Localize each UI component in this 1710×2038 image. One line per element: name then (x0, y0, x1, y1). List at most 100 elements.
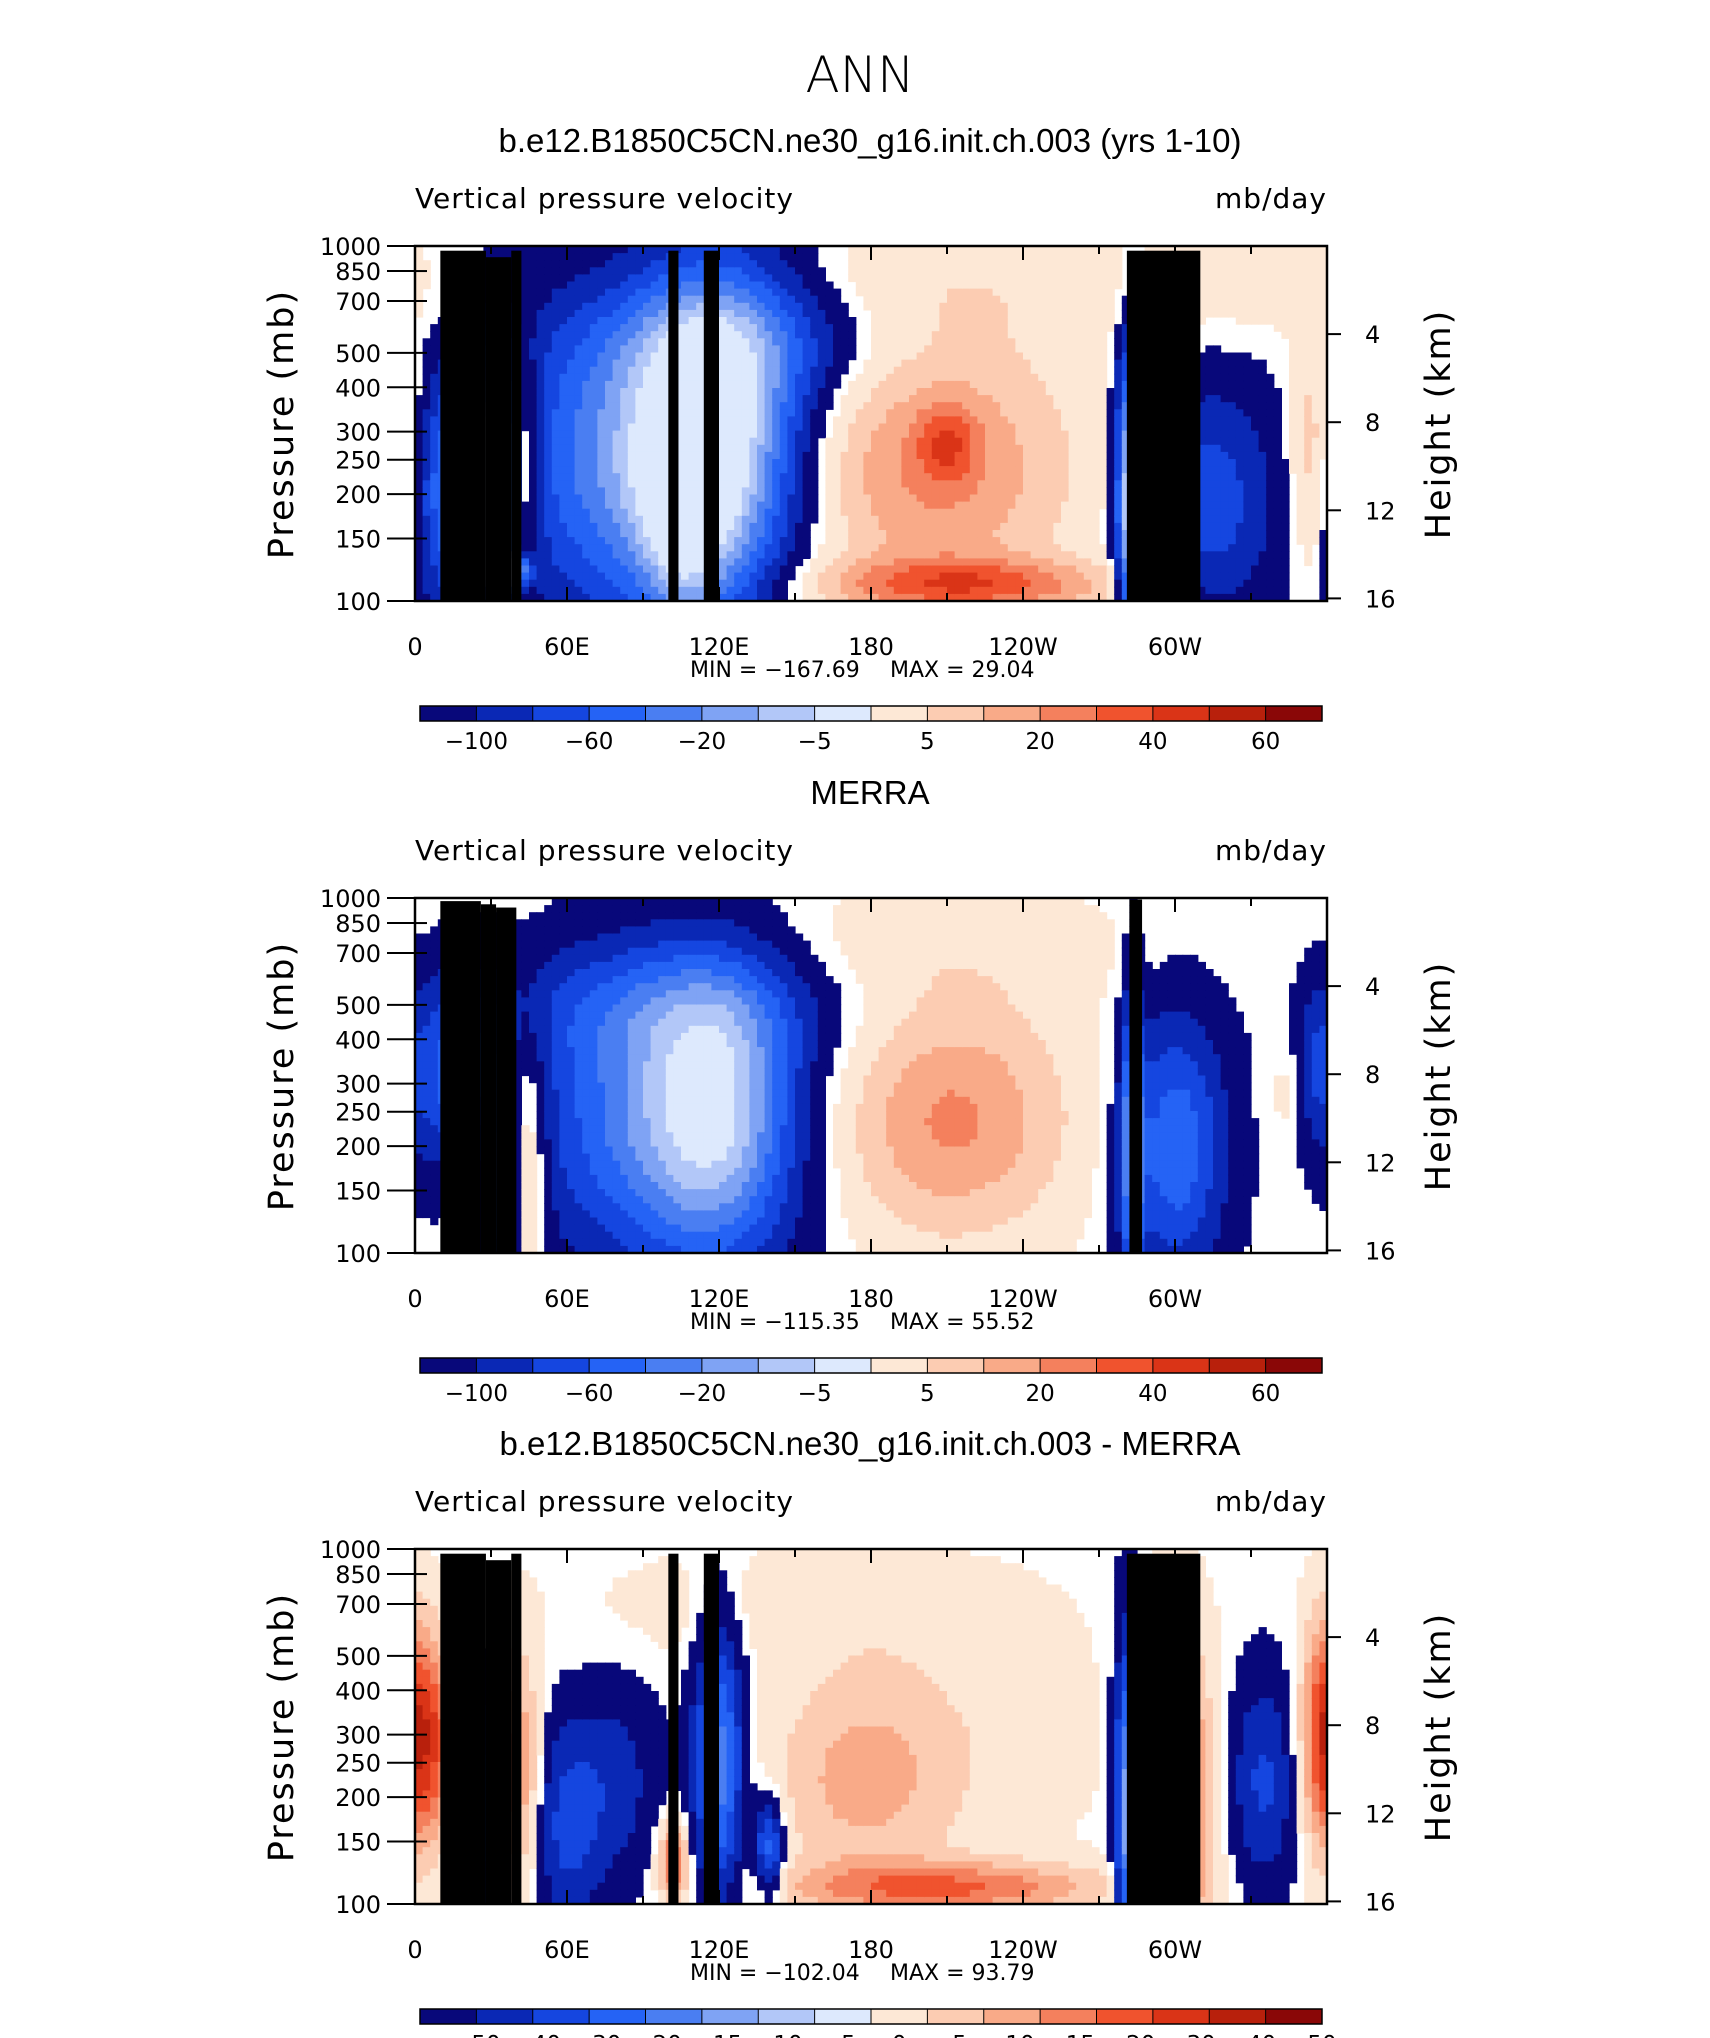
field-cell (977, 572, 986, 581)
field-cell (764, 274, 773, 283)
field-cell (1121, 395, 1130, 403)
field-cell (1121, 586, 1130, 595)
field-cell (893, 366, 902, 375)
field-cell (688, 345, 697, 354)
field-cell (863, 373, 872, 382)
field-cell (878, 302, 887, 311)
field-cell (422, 409, 431, 417)
field-cell (536, 423, 545, 432)
field-cell (688, 579, 697, 588)
field-cell (1099, 331, 1108, 339)
field-cell (529, 473, 538, 481)
field-cell (643, 359, 652, 368)
field-cell (977, 423, 986, 432)
field-cell (1000, 395, 1009, 403)
field-cell (848, 451, 857, 460)
field-cell (1099, 260, 1108, 268)
field-cell (559, 522, 568, 531)
field-cell (1083, 565, 1092, 574)
field-cell (544, 551, 553, 559)
field-cell (871, 309, 880, 318)
field-cell (643, 530, 652, 538)
field-cell (589, 345, 598, 354)
field-cell (1015, 593, 1024, 602)
field-cell (627, 565, 636, 574)
field-cell (969, 281, 978, 290)
field-cell (757, 416, 766, 425)
field-cell (559, 572, 568, 581)
field-cell (1023, 338, 1032, 346)
field-cell (681, 402, 690, 410)
field-cell (802, 373, 811, 382)
field-cell (863, 451, 872, 460)
field-cell (909, 423, 918, 432)
field-cell (779, 444, 788, 453)
field-cell (567, 295, 576, 304)
field-cell (627, 593, 636, 602)
field-cell (529, 593, 538, 602)
field-cell (529, 586, 538, 595)
field-cell (1068, 260, 1077, 268)
field-cell (985, 508, 994, 517)
field-cell (605, 373, 614, 382)
field-cell (962, 544, 971, 552)
field-cell (810, 494, 819, 503)
field-cell (635, 309, 644, 318)
field-cell (787, 302, 796, 311)
field-cell (1205, 402, 1214, 410)
field-cell (1091, 515, 1100, 524)
field-cell (650, 409, 659, 417)
field-cell (719, 494, 728, 503)
field-cell (939, 388, 948, 396)
field-cell (886, 395, 895, 403)
field-cell (620, 430, 629, 439)
field-cell (551, 515, 560, 524)
field-cell (825, 572, 834, 581)
field-cell (795, 437, 804, 446)
field-cell (1114, 558, 1123, 567)
field-cell (627, 558, 636, 567)
field-cell (567, 324, 576, 332)
field-cell (544, 395, 553, 403)
field-cell (635, 260, 644, 268)
field-cell (574, 416, 583, 425)
field-cell (1099, 388, 1108, 396)
field-cell (757, 267, 766, 275)
field-cell (833, 416, 842, 425)
field-cell (1121, 459, 1130, 467)
field-cell (741, 593, 750, 602)
field-cell (1205, 430, 1214, 439)
field-cell (643, 501, 652, 510)
field-cell (597, 537, 606, 545)
field-cell (627, 544, 636, 552)
field-cell (1023, 317, 1032, 325)
field-cell (1045, 373, 1054, 382)
field-cell (1121, 544, 1130, 552)
field-cell (612, 416, 621, 425)
field-cell (1121, 317, 1130, 325)
field-cell (840, 437, 849, 446)
field-cell (977, 551, 986, 559)
field-cell (787, 487, 796, 496)
field-cell (1023, 395, 1032, 403)
field-cell (696, 537, 705, 545)
field-cell (969, 359, 978, 368)
field-cell (810, 317, 819, 325)
field-cell (719, 515, 728, 524)
field-cell (848, 416, 857, 425)
field-cell (635, 473, 644, 481)
field-cell (901, 487, 910, 496)
field-cell (734, 317, 743, 325)
field-cell (901, 444, 910, 453)
field-cell (612, 402, 621, 410)
field-cell (620, 274, 629, 283)
field-cell (658, 515, 667, 524)
field-cell (1053, 359, 1062, 368)
field-cell (916, 508, 925, 517)
field-cell (589, 295, 598, 304)
field-cell (612, 373, 621, 382)
field-cell (1106, 324, 1115, 332)
field-cell (719, 430, 728, 439)
field-cell (757, 373, 766, 382)
field-cell (787, 437, 796, 446)
